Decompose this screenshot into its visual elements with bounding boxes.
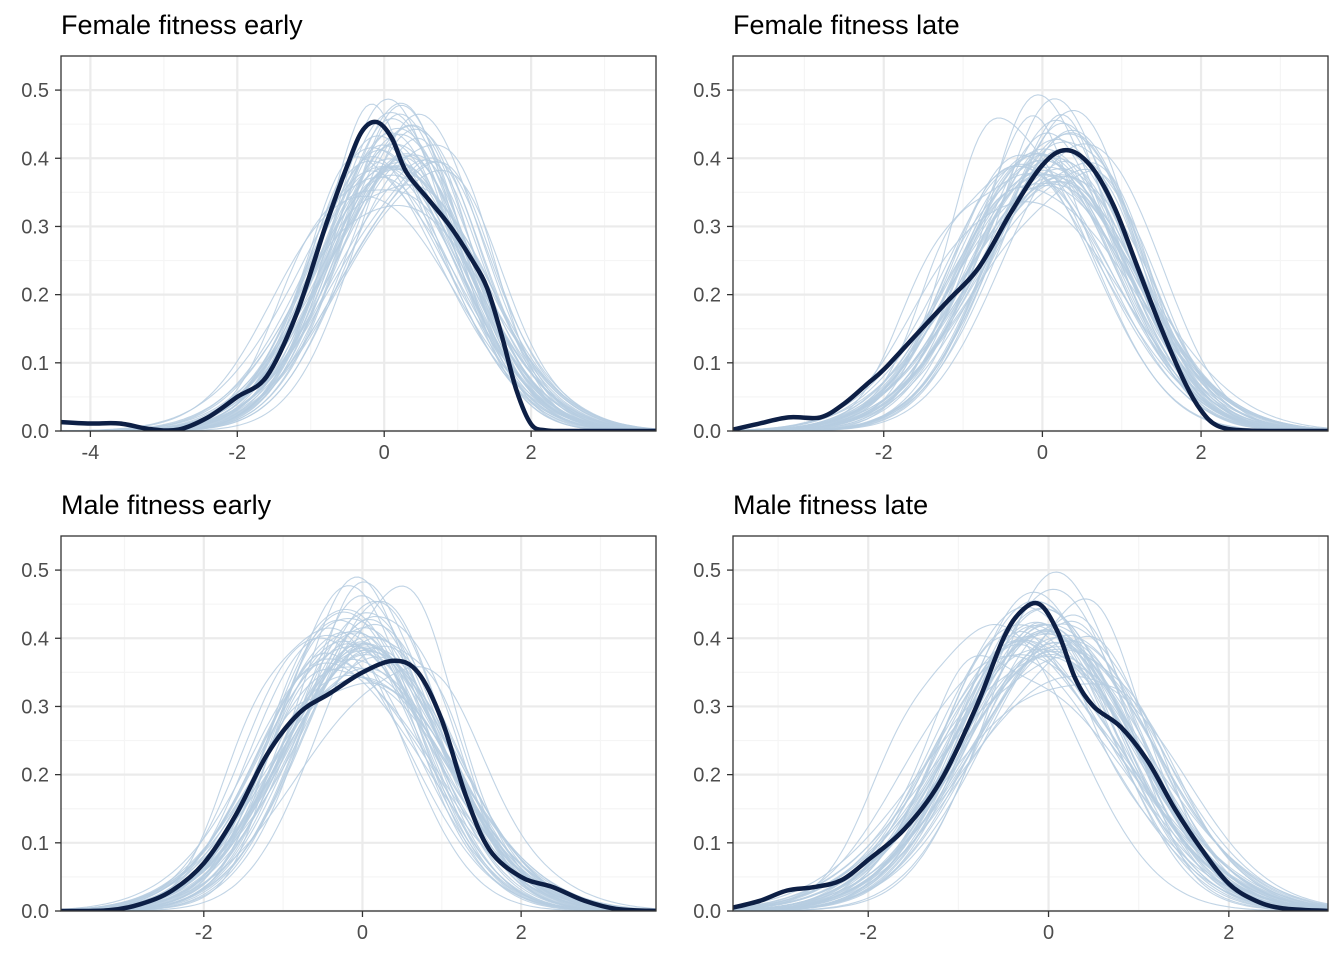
y-tick-label: 0.3	[21, 696, 49, 718]
x-tick-label: 0	[1043, 922, 1054, 944]
replicate-density-line	[61, 645, 656, 911]
replicate-density-line	[733, 620, 1328, 911]
x-tick-label: -2	[228, 442, 246, 464]
replicate-density-line	[733, 115, 1328, 431]
y-tick-label: 0.3	[693, 696, 721, 718]
plot-area: 0.0 0.1 0.2 0.3 0.4 0.5 -2 0 2	[693, 55, 1329, 464]
panel-border	[732, 535, 1329, 912]
x-tick-label: 2	[526, 442, 537, 464]
y-tick-label: 0.0	[693, 421, 721, 443]
replicate-density-line	[733, 186, 1328, 431]
x-tick-label: -2	[195, 922, 213, 944]
x-tick-label: 0	[379, 442, 390, 464]
panel-background	[61, 56, 656, 431]
replicate-density-line	[61, 156, 656, 431]
y-tick-label: 0.3	[693, 216, 721, 238]
panel-title: Female fitness late	[733, 10, 960, 40]
panel-title: Male fitness early	[61, 490, 272, 520]
panel-border	[60, 55, 657, 432]
y-tick-label: 0.0	[21, 421, 49, 443]
replicate-density-line	[733, 640, 1328, 909]
panel-title: Female fitness early	[61, 10, 303, 40]
y-tick-label: 0.2	[21, 285, 49, 307]
replicate-density-line	[61, 662, 656, 911]
replicate-density-line	[61, 608, 656, 911]
y-tick-label: 0.1	[21, 833, 49, 855]
y-tick-label: 0.0	[21, 901, 49, 923]
replicate-density-line	[733, 624, 1328, 911]
y-tick-label: 0.5	[693, 560, 721, 582]
replicate-density-line	[733, 149, 1328, 431]
x-tick-label: 0	[1037, 442, 1048, 464]
y-tick-label: 0.1	[21, 353, 49, 375]
replicate-density-line	[733, 623, 1328, 911]
replicate-density-line	[733, 154, 1328, 431]
x-tick-label: -2	[875, 442, 893, 464]
x-tick-label: 2	[516, 922, 527, 944]
x-tick-label: -4	[81, 442, 99, 464]
plot-area: 0.0 0.1 0.2 0.3 0.4 0.5 -2 0 2	[693, 535, 1329, 944]
panel-male-fitness-early: Male fitness early 0.00.10.20.30.40.5-2 0…	[21, 490, 657, 944]
panel-title: Male fitness late	[733, 490, 928, 520]
panel-female-fitness-early: Female fitness early 0.0 0.1 0.2 0.3 0.4 0.5 -…	[21, 10, 657, 464]
replicate-density-line	[733, 150, 1328, 431]
data-layer	[61, 576, 656, 911]
observed-density-line	[61, 119, 656, 431]
replicate-density-line	[733, 98, 1328, 431]
plot-area: 0.0 0.1 0.2 0.3 0.4 0.5 -2 0 2	[21, 535, 657, 944]
replicate-density-line	[733, 628, 1328, 911]
y-tick-label: 0.5	[21, 80, 49, 102]
replicate-density-line	[733, 622, 1328, 910]
data-layer	[733, 94, 1328, 431]
observed-density-line	[733, 147, 1328, 431]
y-tick-label: 0.5	[693, 80, 721, 102]
replicate-density-line	[733, 646, 1328, 911]
y-tick-label: 0.4	[21, 148, 49, 170]
replicate-density-line	[733, 172, 1328, 431]
replicate-density-line	[61, 600, 656, 911]
y-tick-label: 0.4	[693, 628, 721, 650]
y-tick-label: 0.2	[21, 765, 49, 787]
panel-background	[733, 56, 1328, 431]
replicate-density-line	[733, 181, 1328, 431]
y-tick-label: 0.0	[693, 901, 721, 923]
replicate-density-line	[733, 655, 1328, 911]
replicate-density-line	[733, 636, 1328, 911]
observed-density-line	[733, 600, 1328, 911]
panel-female-fitness-late: Female fitness late 0.0 0.1 0.2 0.3 0.4 0.5 -2…	[693, 10, 1329, 464]
y-tick-label: 0.4	[21, 628, 49, 650]
x-tick-label: 2	[1223, 922, 1234, 944]
x-tick-label: 0	[357, 922, 368, 944]
data-layer	[733, 571, 1328, 911]
panel-background	[61, 536, 656, 911]
y-tick-label: 0.5	[21, 560, 49, 582]
panel-male-fitness-late: Male fitness late 0.0 0.1 0.2 0.3 0.4 0.5 -2 0 2	[693, 490, 1329, 944]
replicate-density-line	[733, 600, 1328, 911]
y-tick-label: 0.2	[693, 285, 721, 307]
x-tick-label: 2	[1196, 442, 1207, 464]
replicate-density-line	[733, 675, 1328, 911]
y-tick-label: 0.1	[693, 833, 721, 855]
replicate-density-line	[733, 175, 1328, 431]
observed-density-line	[61, 658, 656, 911]
panel-border	[60, 535, 657, 912]
replicate-density-line	[61, 170, 656, 431]
y-tick-label: 0.1	[693, 353, 721, 375]
replicate-density-line	[733, 639, 1328, 911]
replicate-density-line	[61, 611, 656, 911]
replicate-density-line	[61, 630, 656, 911]
y-tick-label: 0.3	[21, 216, 49, 238]
y-tick-label: 0.2	[693, 765, 721, 787]
panel-border	[732, 55, 1329, 432]
replicate-density-line	[733, 683, 1328, 910]
x-tick-label: -2	[859, 922, 877, 944]
y-tick-label: 0.4	[693, 148, 721, 170]
replicate-density-line	[61, 647, 656, 911]
plot-area: 0.0 0.1 0.2 0.3 0.4 0.5 -4 -2 0 2	[21, 55, 657, 464]
